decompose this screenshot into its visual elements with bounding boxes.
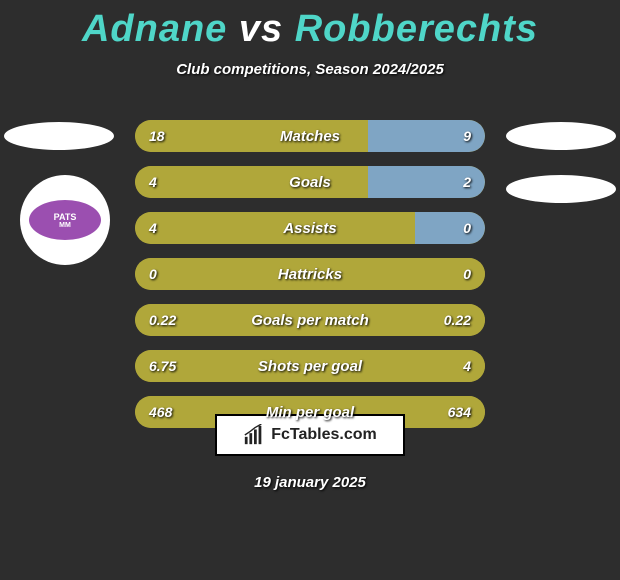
team-badge-left: PATS MM [20, 175, 110, 265]
stat-label: Goals [135, 166, 485, 198]
team-placeholder-right-1 [506, 122, 616, 150]
stats-container: 189Matches 42Goals 40Assists 00Hattricks 0.2… [135, 120, 485, 442]
team-badge-inner: PATS MM [29, 200, 101, 240]
comparison-title: Adnane vs Robberechts [0, 0, 620, 51]
stat-row: 40Assists [135, 212, 485, 244]
date-text: 19 january 2025 [0, 474, 620, 491]
stat-row: 42Goals [135, 166, 485, 198]
team-placeholder-left [4, 122, 114, 150]
stat-label: Matches [135, 120, 485, 152]
player2-name: Robberechts [295, 8, 538, 50]
subtitle: Club competitions, Season 2024/2025 [0, 61, 620, 78]
stat-row: 0.220.22Goals per match [135, 304, 485, 336]
stat-label: Hattricks [135, 258, 485, 290]
stat-row: 468634Min per goal [135, 396, 485, 428]
stat-label: Shots per goal [135, 350, 485, 382]
stat-row: 6.754Shots per goal [135, 350, 485, 382]
team-placeholder-right-2 [506, 175, 616, 203]
badge-text-bottom: MM [59, 222, 71, 229]
stat-row: 00Hattricks [135, 258, 485, 290]
stat-label: Min per goal [135, 396, 485, 428]
badge-text-top: PATS [54, 212, 77, 222]
vs-separator: vs [239, 8, 283, 50]
stat-label: Assists [135, 212, 485, 244]
brand-text: FcTables.com [271, 426, 377, 444]
stat-label: Goals per match [135, 304, 485, 336]
player1-name: Adnane [82, 8, 227, 50]
stat-row: 189Matches [135, 120, 485, 152]
